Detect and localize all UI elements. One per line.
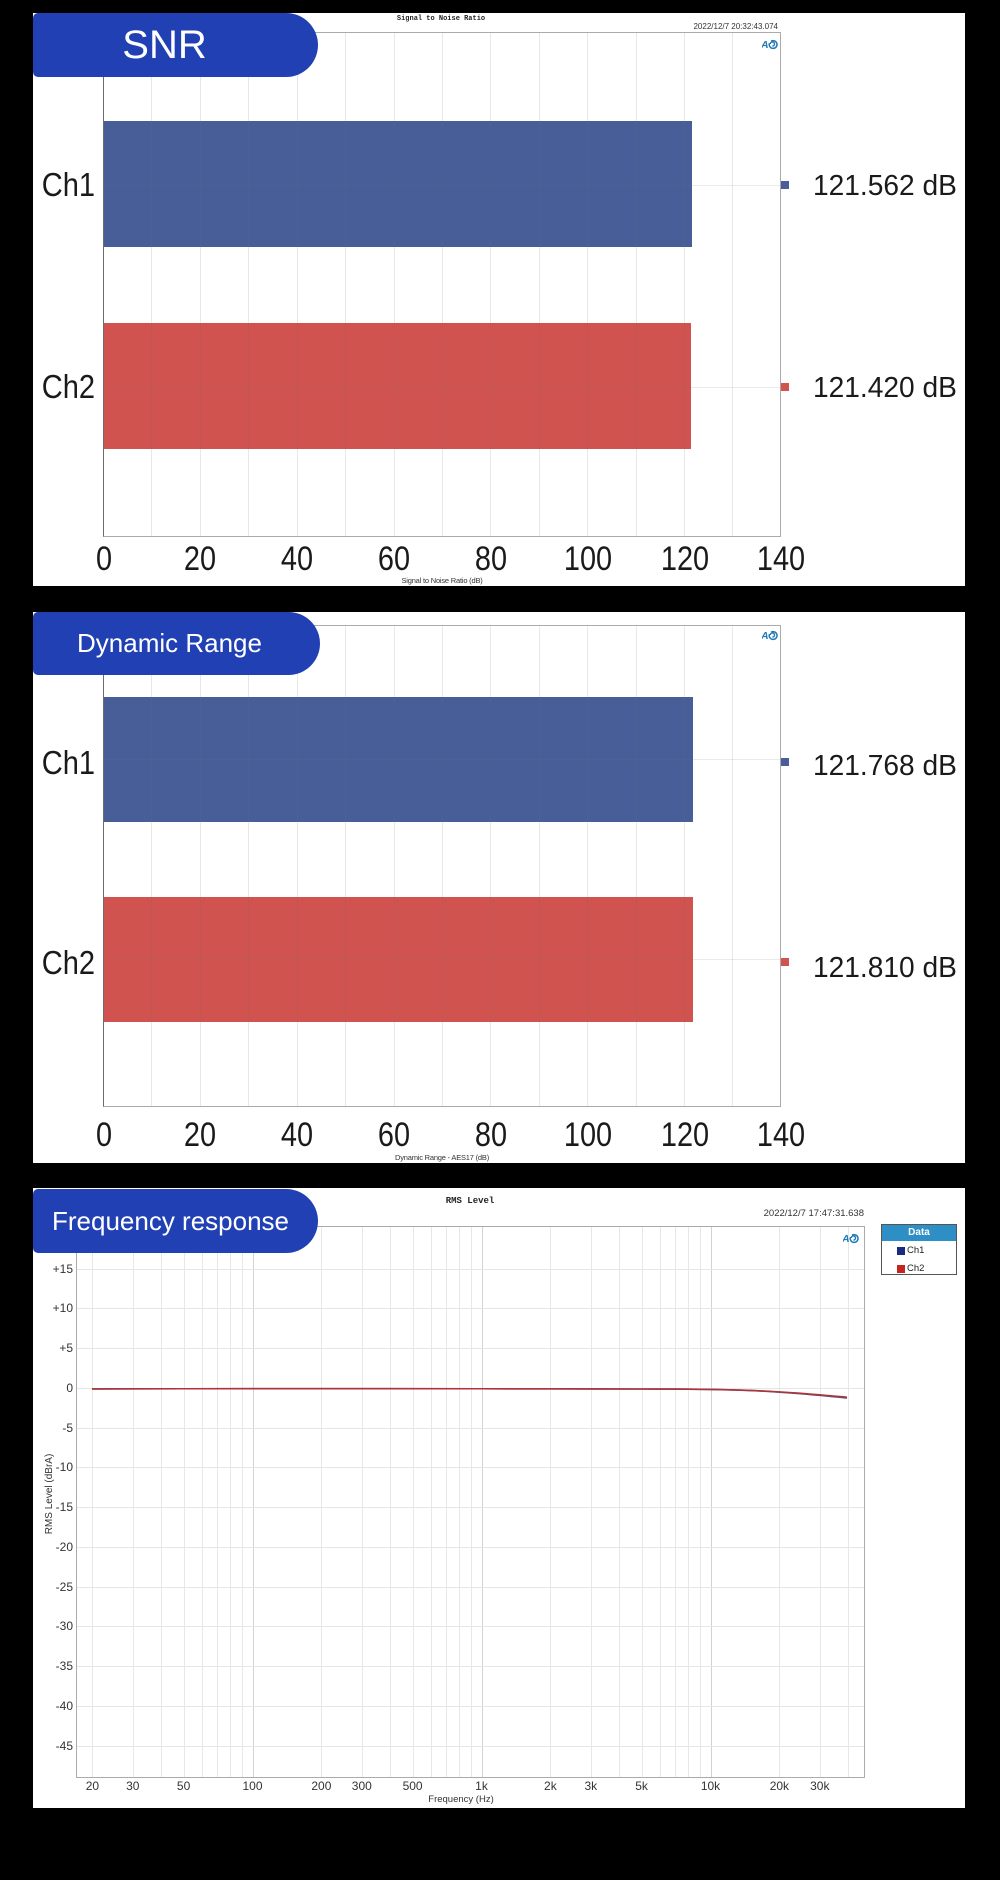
svg-text:A: A (843, 1233, 850, 1244)
svg-text:A: A (762, 630, 769, 641)
svg-text:A: A (762, 39, 769, 50)
